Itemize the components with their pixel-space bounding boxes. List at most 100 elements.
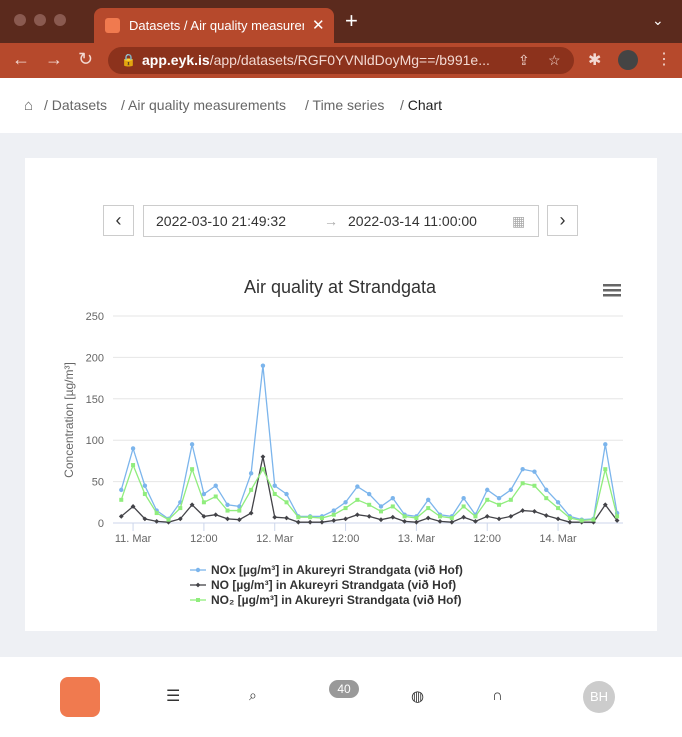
support-icon[interactable]: ∩	[492, 687, 503, 704]
point	[402, 518, 407, 524]
point	[390, 504, 395, 509]
point	[154, 511, 159, 516]
point	[485, 497, 490, 502]
logo[interactable]	[60, 677, 100, 717]
point	[449, 516, 454, 521]
point	[225, 502, 230, 507]
point	[556, 506, 561, 511]
tab-close[interactable]: ✕	[312, 17, 325, 34]
active-tab[interactable]: Datasets / Air quality measurem ✕	[94, 8, 334, 43]
avatar[interactable]: BH	[583, 681, 615, 713]
lock: 🔒	[121, 53, 136, 67]
point	[520, 508, 526, 513]
crumb[interactable]: Air quality measurements	[128, 97, 286, 113]
share[interactable]: ⇪	[518, 52, 530, 68]
point	[260, 454, 266, 460]
point	[461, 504, 466, 509]
point	[603, 467, 608, 472]
point	[602, 502, 608, 508]
crumb[interactable]: Time series	[312, 97, 385, 113]
point	[367, 502, 372, 507]
next[interactable]: ›	[547, 205, 578, 236]
search-icon[interactable]: ⌕	[249, 687, 257, 703]
prev[interactable]: ‹	[103, 205, 134, 236]
point	[508, 513, 514, 519]
globe-icon[interactable]: ◍	[411, 688, 425, 705]
point	[614, 518, 620, 523]
point	[142, 483, 148, 488]
point	[272, 483, 277, 488]
point	[497, 502, 502, 507]
extensions[interactable]: ✱	[588, 52, 602, 69]
point	[213, 483, 218, 488]
point	[225, 508, 230, 513]
back[interactable]: ←	[12, 49, 30, 69]
point	[189, 442, 195, 447]
legend-label: NOx [µg/m³] in Akureyri Strandgata (við …	[211, 563, 463, 577]
x-tick-label: 12. Mar	[256, 533, 294, 545]
y-tick-label: 0	[98, 518, 104, 530]
url-host: app.eyk.is	[142, 52, 210, 68]
tab-search[interactable]: ⌄	[652, 12, 664, 28]
point	[366, 491, 372, 497]
bottom-nav: ☰ ⌕ 40 ◍ ∩ BH	[0, 657, 682, 737]
menu-icon[interactable]: ☰	[166, 688, 181, 705]
point	[461, 495, 466, 501]
start-date: 2022-03-10 21:49:32	[156, 213, 286, 229]
point	[544, 496, 549, 501]
bookmark[interactable]: ☆	[548, 52, 561, 68]
point	[119, 497, 124, 502]
point	[119, 487, 124, 493]
point	[331, 518, 337, 523]
chart-menu[interactable]	[603, 284, 621, 297]
point	[414, 519, 419, 525]
point	[343, 516, 348, 522]
y-tick-label: 100	[86, 435, 104, 447]
window-close[interactable]	[14, 14, 26, 26]
point	[473, 518, 478, 524]
url-path: /app/datasets/RGF0YVNldDoyMg==/b991e...	[209, 52, 490, 68]
point	[461, 514, 467, 520]
chart-title: Air quality at Strandgata	[244, 277, 437, 297]
menu[interactable]: ⋮	[656, 51, 672, 68]
point	[225, 516, 230, 522]
date-range[interactable]: 2022-03-10 21:49:32 → 2022-03-14 11:00:0…	[143, 205, 539, 237]
point	[354, 512, 360, 518]
point	[201, 513, 207, 519]
y-tick-label: 150	[86, 394, 104, 406]
tab-title: Datasets / Air quality measurem	[129, 18, 304, 33]
x-tick-label: 12:00	[473, 533, 501, 545]
point	[591, 517, 596, 522]
forward[interactable]: →	[45, 49, 63, 69]
point	[425, 515, 431, 521]
home[interactable]: ⌂	[24, 97, 34, 114]
window-minimize[interactable]	[34, 14, 46, 26]
badge[interactable]: 40	[329, 680, 359, 698]
point	[496, 516, 502, 522]
window-zoom[interactable]	[54, 14, 66, 26]
point	[319, 516, 324, 521]
point	[378, 517, 384, 523]
calendar: ▦	[512, 213, 526, 229]
point	[236, 517, 242, 523]
point	[414, 516, 419, 521]
point	[178, 506, 183, 511]
new-tab[interactable]: +	[345, 8, 358, 33]
point	[378, 509, 383, 514]
point	[343, 500, 348, 505]
point	[131, 463, 136, 468]
point	[449, 519, 455, 525]
address-bar[interactable]: 🔒 app.eyk.is/app/datasets/RGF0YVNldDoyMg…	[108, 47, 574, 74]
series-line	[120, 456, 618, 523]
point	[496, 495, 502, 501]
legend-marker	[196, 598, 200, 602]
point	[437, 518, 443, 524]
point	[543, 513, 549, 518]
point	[248, 510, 254, 516]
reload[interactable]: ↻	[78, 49, 94, 69]
profile[interactable]	[618, 50, 638, 70]
point	[272, 492, 277, 497]
legend-marker	[195, 567, 201, 573]
point	[284, 515, 289, 521]
crumb[interactable]: Datasets	[51, 97, 108, 113]
